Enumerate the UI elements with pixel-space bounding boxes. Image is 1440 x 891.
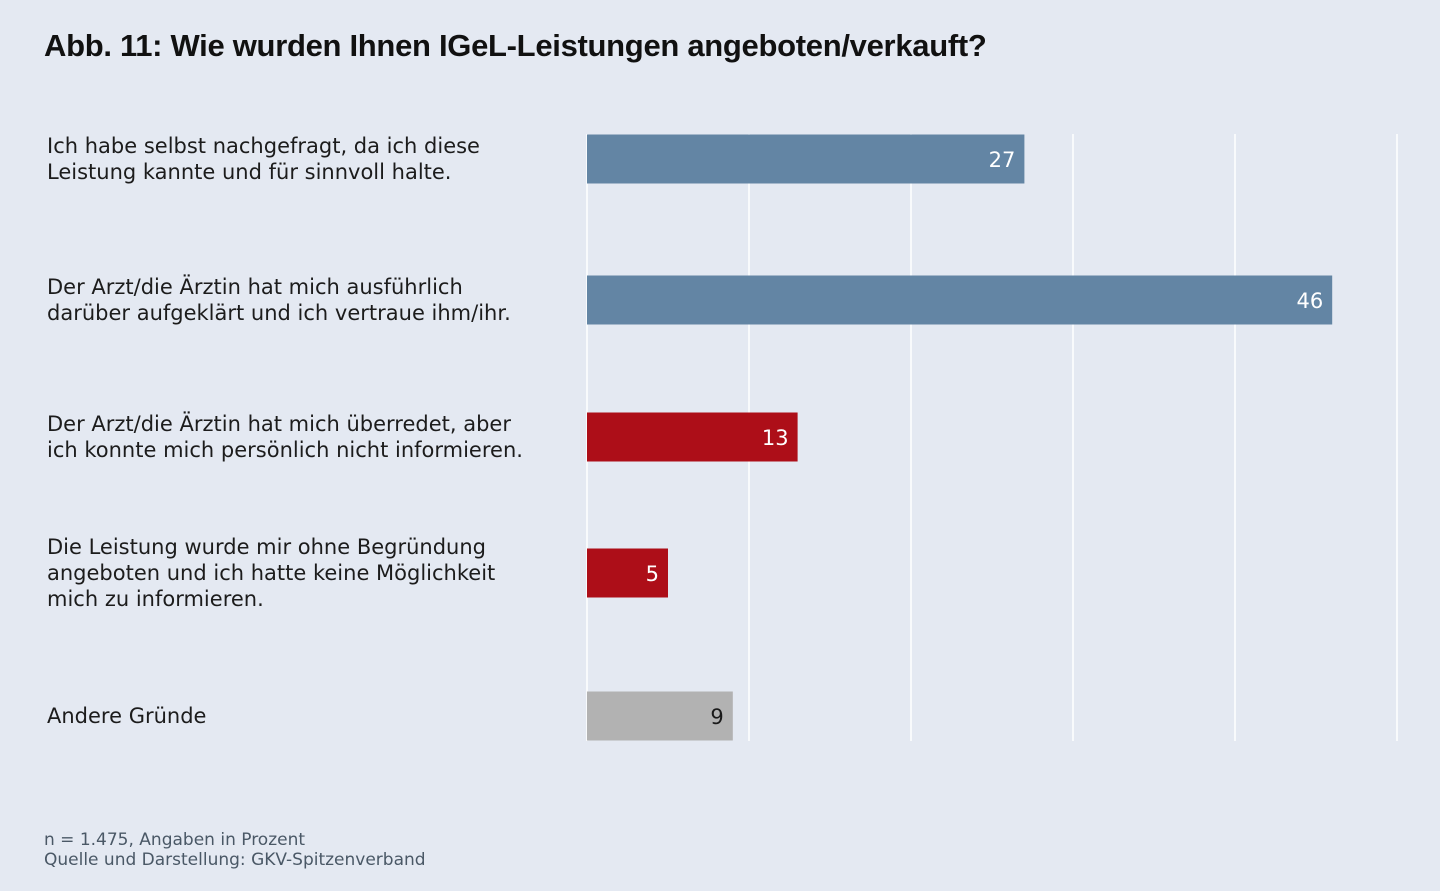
bar <box>587 691 733 741</box>
category-label-line: Leistung kannte und für sinnvoll halte. <box>47 160 452 184</box>
bar-value-label: 13 <box>762 426 789 450</box>
sample-note: n = 1.475, Angaben in Prozent <box>44 830 306 850</box>
bar-value-label: 46 <box>1296 289 1323 313</box>
bar-value-label: 5 <box>646 562 659 586</box>
category-label-line: mich zu informieren. <box>47 587 264 611</box>
category-label: Die Leistung wurde mir ohne Begründung an… <box>47 534 567 612</box>
category-label: Andere Gründe <box>47 703 567 729</box>
category-label: Der Arzt/die Ärztin hat mich überredet, … <box>47 411 567 463</box>
category-label-line: angeboten und ich hatte keine Möglichkei… <box>47 561 496 585</box>
bar-value-label: 27 <box>989 148 1016 172</box>
bar-value-label: 9 <box>710 705 723 729</box>
chart-title: Abb. 11: Wie wurden Ihnen IGeL-Leistunge… <box>44 28 987 63</box>
category-label-line: Andere Gründe <box>47 704 207 728</box>
bar <box>587 412 798 462</box>
category-label-line: Der Arzt/die Ärztin hat mich überredet, … <box>47 412 511 436</box>
category-label-line: Der Arzt/die Ärztin hat mich ausführlich <box>47 275 463 299</box>
bar <box>587 548 668 598</box>
category-label-line: ich konnte mich persönlich nicht informi… <box>47 438 523 462</box>
bar <box>587 134 1025 184</box>
category-label-line: Ich habe selbst nachgefragt, da ich dies… <box>47 134 480 158</box>
category-label-line: Die Leistung wurde mir ohne Begründung <box>47 535 487 559</box>
category-label: Der Arzt/die Ärztin hat mich ausführlich… <box>47 274 567 326</box>
category-label-line: darüber aufgeklärt und ich vertraue ihm/… <box>47 301 511 325</box>
bar <box>587 275 1333 325</box>
source-note: Quelle und Darstellung: GKV-Spitzenverba… <box>44 850 426 870</box>
category-label: Ich habe selbst nachgefragt, da ich dies… <box>47 133 567 185</box>
